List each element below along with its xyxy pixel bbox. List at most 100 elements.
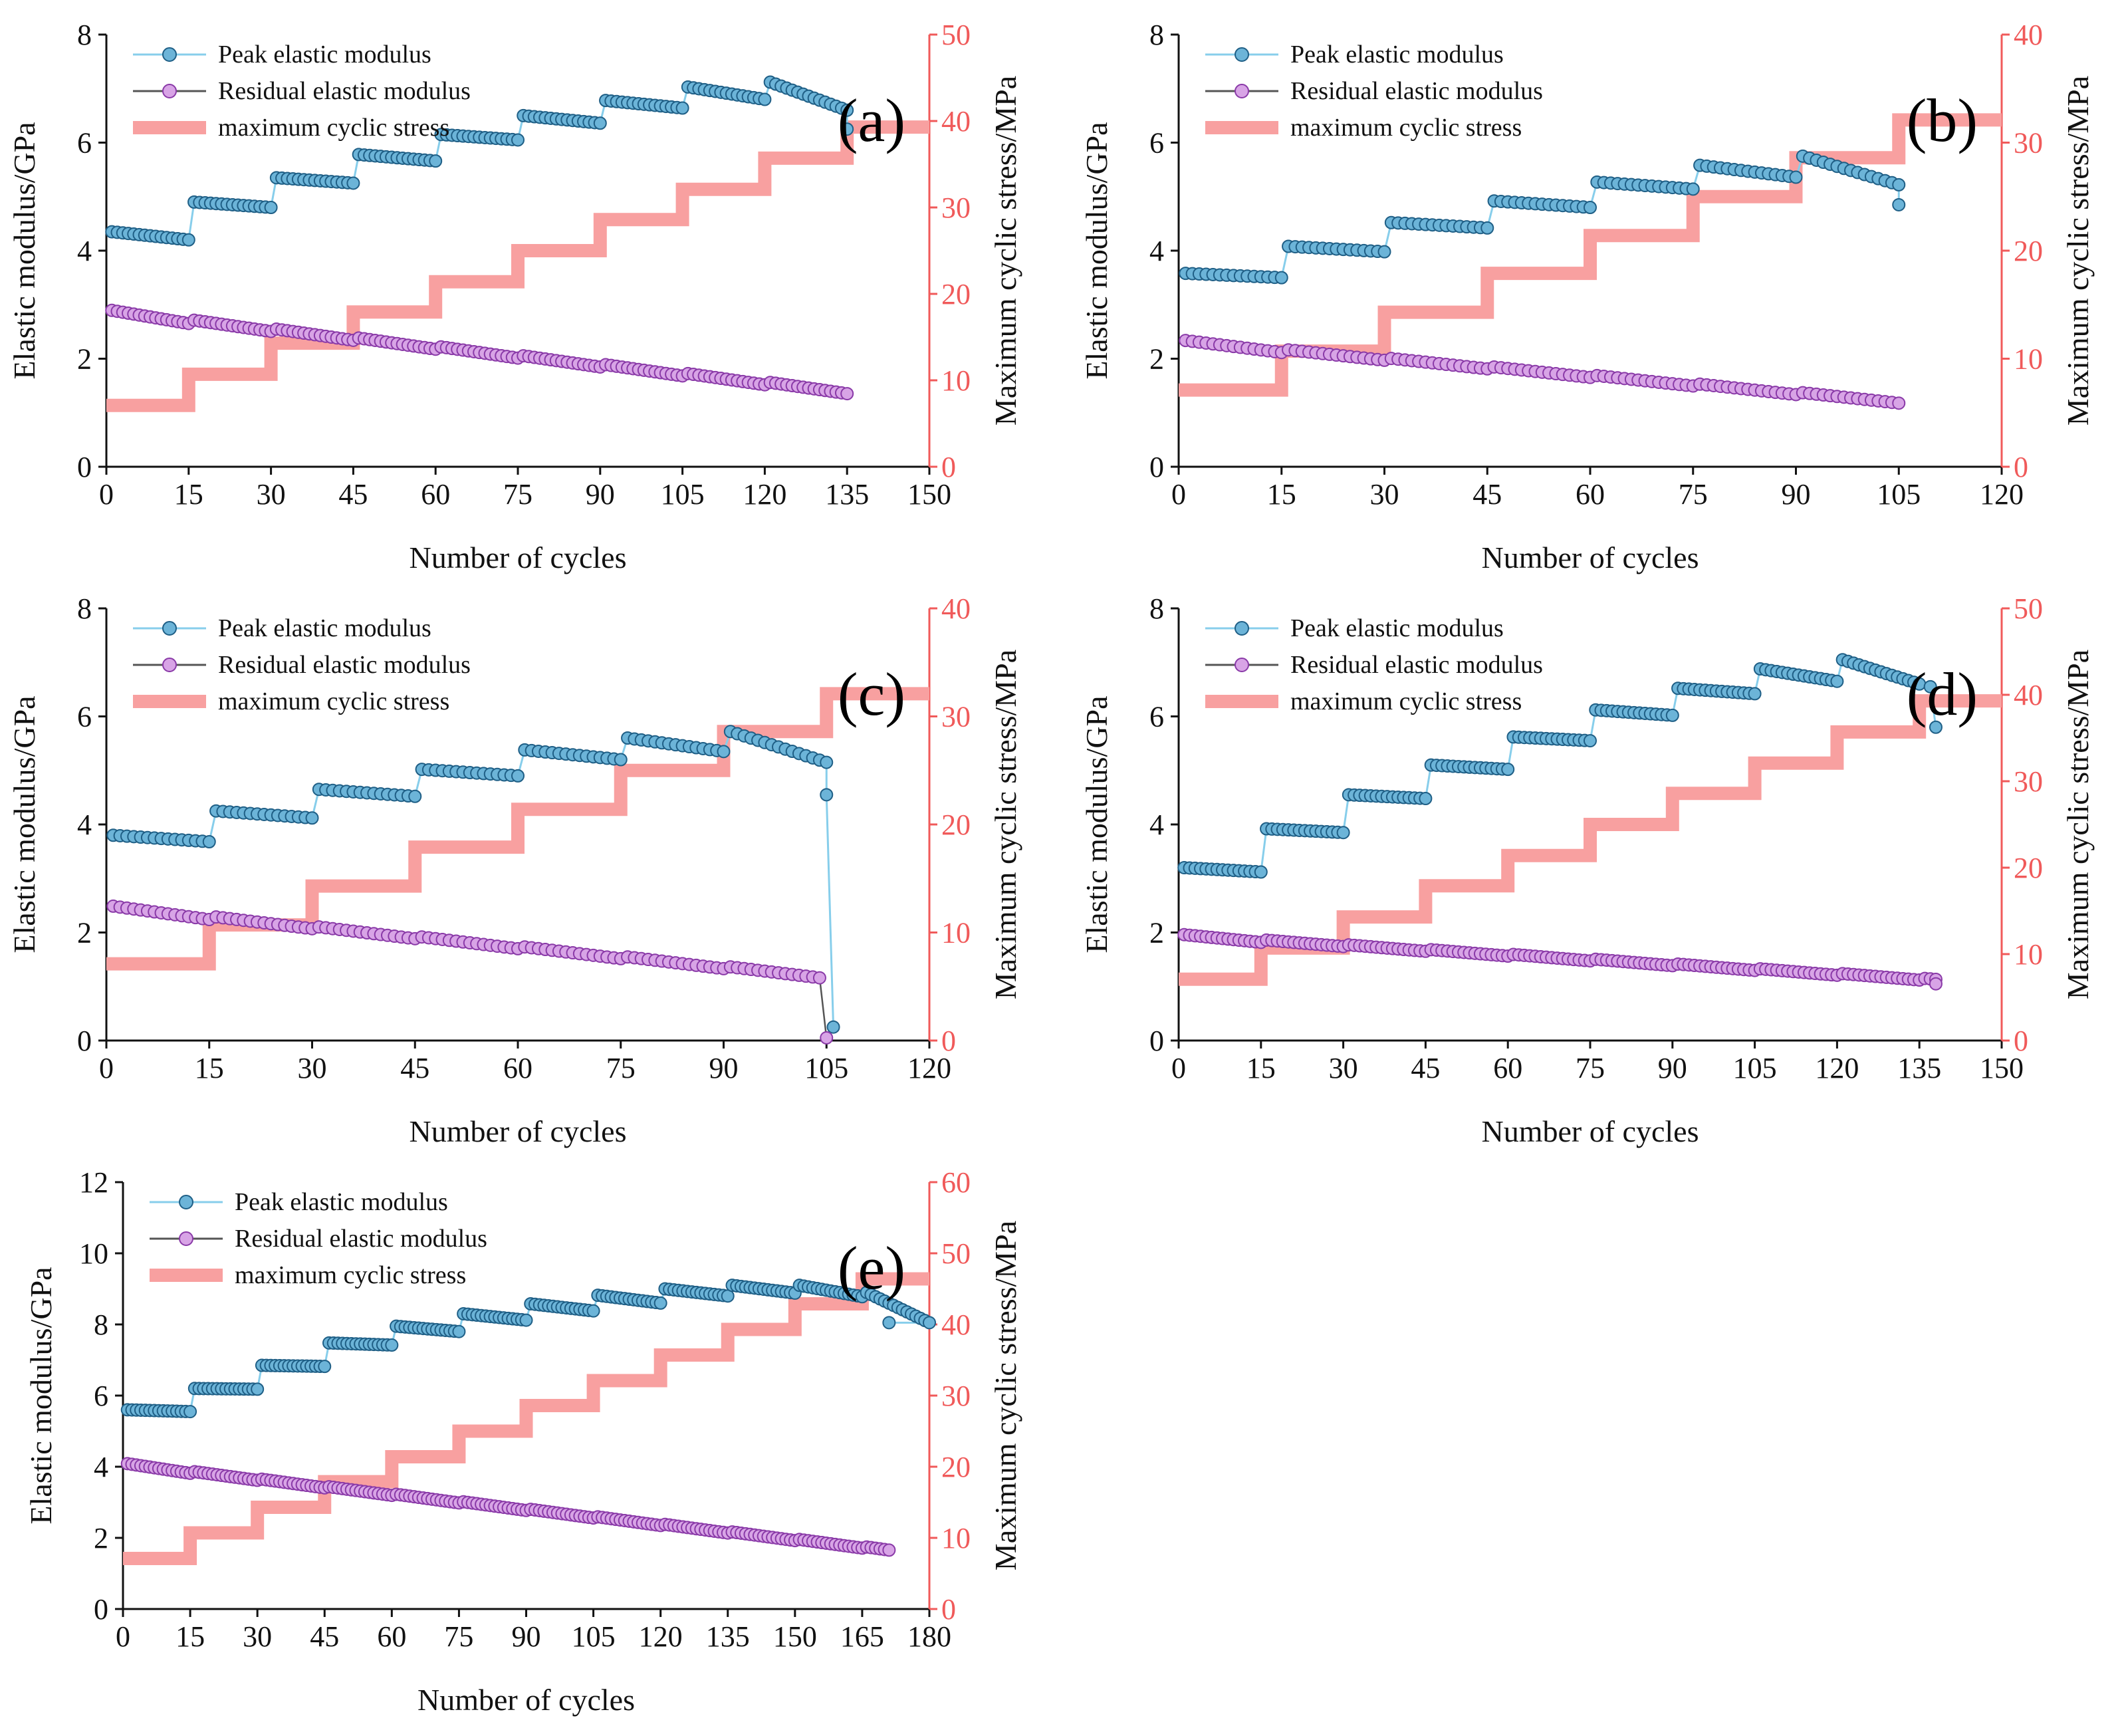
residual-point — [1892, 396, 1906, 410]
y2-tick-label: 10 — [941, 1522, 971, 1554]
y-tick-label: 0 — [94, 1593, 108, 1626]
y2-tick-label: 30 — [941, 191, 971, 224]
y-axis-title: Elastic modulus/GPa — [7, 122, 41, 379]
x-tick-label: 120 — [743, 478, 786, 511]
legend-label-peak: Peak elastic modulus — [235, 1188, 448, 1216]
x-tick-label: 0 — [1171, 1052, 1186, 1084]
residual-point — [1929, 977, 1943, 991]
peak-point — [1419, 792, 1433, 805]
y-tick-label: 4 — [1149, 808, 1164, 841]
x-tick-label: 120 — [1980, 478, 2024, 511]
x-tick-label: 45 — [310, 1620, 339, 1653]
x-tick-label: 60 — [1576, 478, 1605, 511]
y2-tick-label: 0 — [2014, 1025, 2028, 1057]
y-tick-label: 6 — [94, 1380, 108, 1412]
x-tick-label: 120 — [639, 1620, 683, 1653]
y-tick-label: 6 — [77, 127, 92, 160]
peak-point — [593, 116, 607, 130]
y2-axis-title: Maximum cyclic stress/MPa — [2061, 650, 2095, 999]
x-tick-label: 75 — [1576, 1052, 1605, 1084]
peak-point — [1830, 674, 1844, 688]
y-tick-label: 2 — [1149, 917, 1164, 949]
y2-axis-title: Maximum cyclic stress/MPa — [989, 1221, 1022, 1570]
y-tick-label: 4 — [1149, 235, 1164, 267]
legend-marker-peak — [162, 47, 177, 62]
peak-point — [346, 176, 360, 190]
y2-tick-label: 20 — [2014, 235, 2043, 267]
x-tick-label: 90 — [586, 478, 615, 511]
y2-tick-label: 20 — [941, 278, 971, 310]
x-tick-label: 15 — [174, 478, 203, 511]
y2-tick-label: 20 — [2014, 852, 2043, 884]
panel-label: (b) — [1907, 86, 1978, 154]
x-tick-label: 45 — [1473, 478, 1502, 511]
y-tick-label: 0 — [1149, 451, 1164, 483]
x-tick-label: 180 — [907, 1620, 951, 1653]
y2-tick-label: 10 — [2014, 343, 2043, 376]
y2-tick-label: 20 — [941, 808, 971, 841]
x-tick-label: 60 — [377, 1620, 406, 1653]
peak-point — [882, 1316, 896, 1330]
residual-point — [812, 971, 826, 985]
x-tick-label: 105 — [1877, 478, 1921, 511]
peak-point — [820, 788, 834, 802]
x-tick-label: 90 — [512, 1620, 541, 1653]
peak-point — [923, 1316, 936, 1330]
peak-point — [429, 154, 443, 168]
x-tick-label: 30 — [243, 1620, 272, 1653]
x-tick-label: 105 — [572, 1620, 616, 1653]
y-tick-label: 6 — [1149, 127, 1164, 160]
y2-tick-label: 20 — [941, 1451, 971, 1483]
peak-point — [1748, 687, 1762, 701]
x-tick-label: 135 — [1897, 1052, 1941, 1084]
y-tick-label: 8 — [1149, 592, 1164, 625]
x-tick-label: 15 — [1246, 1052, 1276, 1084]
y2-tick-label: 30 — [941, 701, 971, 733]
peak-point — [820, 755, 834, 769]
legend-marker-peak — [1235, 621, 1249, 636]
y2-tick-label: 30 — [941, 1380, 971, 1412]
y-tick-label: 6 — [77, 701, 92, 733]
peak-point — [758, 92, 772, 106]
residual-point — [882, 1543, 896, 1557]
peak-point — [1377, 245, 1391, 259]
chart-d: 0 15 30 45 60 75 90 105 120 135 150024680102030405… — [1080, 592, 2095, 1148]
x-tick-label: 150 — [773, 1620, 817, 1653]
x-tick-label: 15 — [176, 1620, 205, 1653]
peak-point — [586, 1304, 600, 1318]
peak-point — [1254, 865, 1268, 879]
peak-point — [1665, 708, 1679, 722]
y-axis-title: Elastic modulus/GPa — [1080, 695, 1114, 953]
y2-tick-label: 40 — [2014, 19, 2043, 51]
legend-label-stress: maximum cyclic stress — [235, 1261, 466, 1289]
x-tick-label: 30 — [1329, 1052, 1358, 1084]
x-tick-label: 165 — [840, 1620, 884, 1653]
y2-tick-label: 30 — [2014, 765, 2043, 798]
x-tick-label: 120 — [1815, 1052, 1859, 1084]
x-tick-label: 0 — [116, 1620, 130, 1653]
x-tick-label: 105 — [661, 478, 705, 511]
y2-tick-label: 0 — [941, 451, 956, 483]
y-tick-label: 2 — [77, 343, 92, 376]
x-tick-label: 30 — [1370, 478, 1399, 511]
y2-tick-label: 10 — [941, 917, 971, 949]
x-tick-label: 90 — [1782, 478, 1811, 511]
residual-point — [840, 387, 854, 401]
x-tick-label: 60 — [1493, 1052, 1522, 1084]
y-tick-label: 8 — [77, 592, 92, 625]
legend: Peak elastic modulus Residual elastic mod… — [1205, 614, 1543, 715]
chart-a: 0 15 30 45 60 75 90 105 120 135 150024680102030405… — [7, 19, 1022, 574]
legend-marker-peak — [162, 621, 177, 636]
y-axis-title: Elastic modulus/GPa — [24, 1267, 58, 1524]
legend-label-peak: Peak elastic modulus — [218, 41, 431, 68]
peak-point — [511, 133, 525, 147]
peak-point — [1336, 826, 1350, 840]
y-tick-label: 0 — [77, 1025, 92, 1057]
x-tick-label: 45 — [338, 478, 368, 511]
y-tick-label: 4 — [77, 808, 92, 841]
peak-point — [1274, 271, 1288, 285]
x-tick-label: 0 — [1171, 478, 1186, 511]
peak-point — [1789, 170, 1803, 184]
legend-marker-residual — [1235, 84, 1249, 98]
y2-tick-label: 40 — [941, 105, 971, 138]
